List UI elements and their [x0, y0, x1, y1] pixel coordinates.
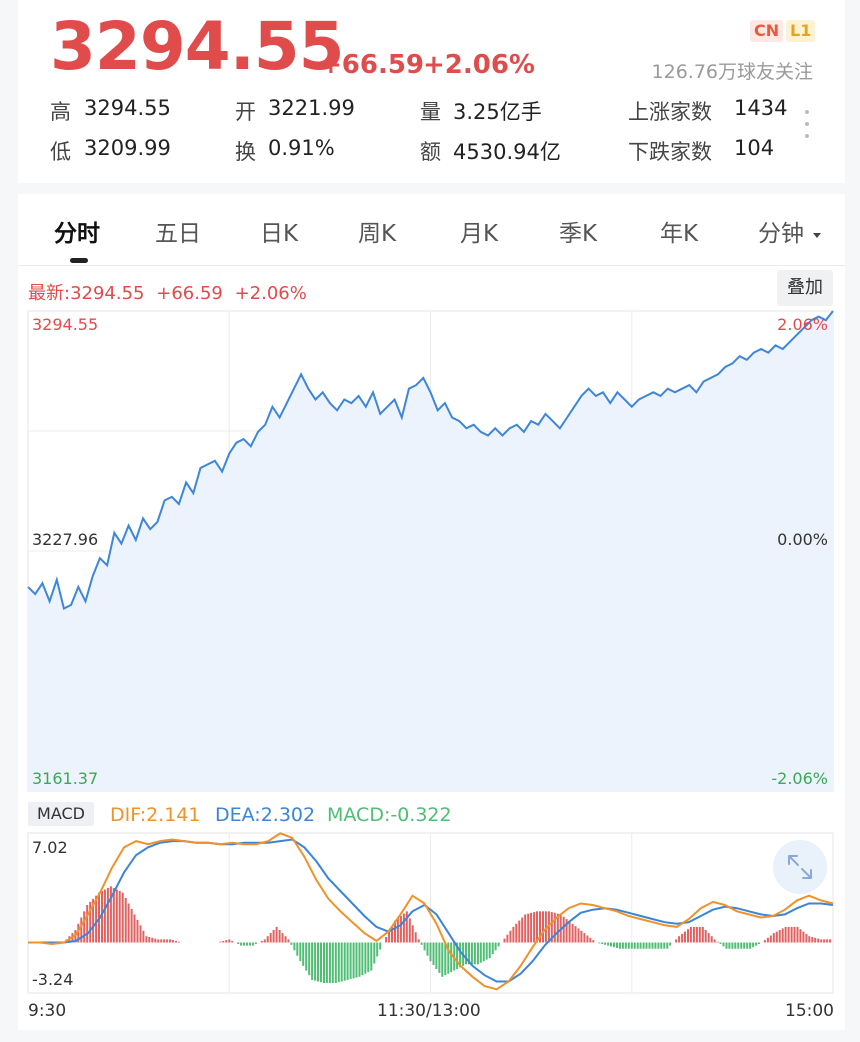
dea-line: [28, 838, 834, 983]
macd-dea-legend: DEA:2.302: [215, 804, 316, 826]
latest-change: +66.59: [156, 283, 223, 304]
time-label-open: 9:30: [28, 1001, 67, 1021]
axis-pct-bottom: -2.06%: [771, 769, 828, 788]
quote-card: [18, 0, 845, 183]
time-label-close: 15:00: [785, 1001, 834, 1021]
tab-daily-k[interactable]: 日K: [260, 221, 299, 247]
latest-quote-line: 最新:3294.55 +66.59 +2.06%: [28, 279, 307, 305]
stat-amount-value: 4530.94亿: [453, 140, 561, 164]
price-change: +66.59: [320, 50, 425, 80]
dif-line: [28, 832, 834, 991]
macd-histogram: [41, 886, 831, 983]
followers-count[interactable]: 126.76万球友关注: [651, 61, 813, 83]
stat-low-value: 3209.99: [84, 136, 171, 160]
price-line: [27, 310, 834, 610]
macd-value-legend: MACD:-0.322: [327, 804, 452, 826]
tab-quarterly-k[interactable]: 季K: [559, 221, 598, 247]
stat-turnover-value: 0.91%: [268, 136, 335, 160]
price-change-pct: +2.06%: [423, 50, 535, 80]
macd-axis-max: 7.02: [32, 838, 68, 857]
tab-five-day[interactable]: 五日: [155, 221, 201, 247]
expand-arrows-icon: [788, 855, 812, 879]
expand-chart-button[interactable]: [773, 840, 827, 894]
stat-advancers-value: 1434: [734, 96, 788, 120]
tab-weekly-k[interactable]: 周K: [358, 221, 397, 247]
more-vertical-icon[interactable]: [802, 110, 812, 146]
stat-high-label: 高: [50, 100, 71, 124]
macd-axis-min: -3.24: [32, 970, 74, 989]
time-label-midday: 11:30/13:00: [377, 1001, 481, 1021]
tab-yearly-k[interactable]: 年K: [660, 221, 699, 247]
level-badge[interactable]: L1: [786, 20, 816, 42]
current-price: 3294.55: [50, 8, 345, 85]
tab-minute[interactable]: 分钟: [758, 214, 823, 248]
tab-minute-label: 分钟: [758, 221, 804, 247]
axis-pct-mid: 0.00%: [777, 530, 828, 549]
caret-down-icon: [813, 232, 822, 238]
overlay-button[interactable]: 叠加: [777, 270, 833, 306]
stat-open-label: 开: [235, 100, 256, 124]
tab-divider: [18, 265, 845, 266]
axis-price-bottom: 3161.37: [32, 769, 99, 788]
stat-amount-label: 额: [420, 140, 441, 164]
tab-monthly-k[interactable]: 月K: [460, 221, 499, 247]
latest-price-label: 最新:3294.55: [28, 283, 145, 304]
axis-price-mid: 3227.96: [32, 530, 99, 549]
tab-intraday[interactable]: 分时: [54, 221, 100, 247]
active-tab-indicator: [70, 258, 88, 263]
stat-high-value: 3294.55: [84, 96, 171, 120]
stat-decliners-label: 下跌家数: [628, 140, 712, 164]
stat-low-label: 低: [50, 140, 71, 164]
axis-pct-top: 2.06%: [777, 315, 828, 334]
macd-dif-legend: DIF:2.141: [110, 804, 201, 826]
stat-advancers-label: 上涨家数: [628, 100, 712, 124]
stat-turnover-label: 换: [235, 140, 256, 164]
price-area-fill: [28, 311, 833, 791]
axis-price-top: 3294.55: [32, 315, 99, 334]
stat-decliners-value: 104: [734, 136, 775, 160]
market-badge: CN: [750, 20, 784, 42]
latest-pct: +2.06%: [234, 283, 307, 304]
macd-indicator-tag[interactable]: MACD: [28, 802, 94, 826]
stat-volume-label: 量: [420, 100, 441, 124]
stat-volume-value: 3.25亿手: [453, 100, 542, 124]
stat-open-value: 3221.99: [268, 96, 355, 120]
